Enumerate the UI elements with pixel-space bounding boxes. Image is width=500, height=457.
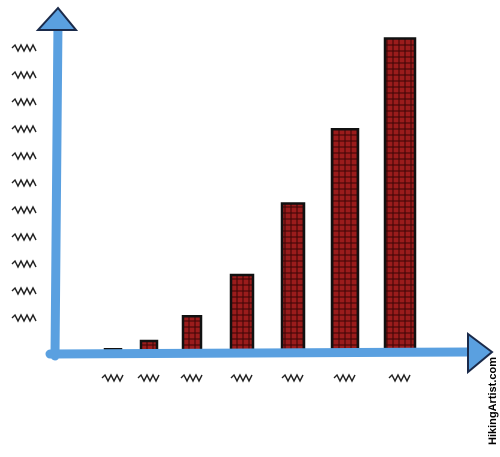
tick-scribble bbox=[11, 124, 37, 134]
x-axis-arrow bbox=[467, 332, 494, 375]
illegible-labels bbox=[11, 43, 411, 383]
tick-scribble bbox=[11, 70, 37, 80]
tick-scribble bbox=[11, 232, 37, 242]
tick-scribble bbox=[11, 43, 37, 53]
tick-scribble bbox=[11, 259, 37, 269]
tick-scribble bbox=[11, 313, 37, 323]
source-credit: HikingArtist.com bbox=[487, 357, 499, 445]
tick-scribble bbox=[11, 97, 37, 107]
tick-scribble bbox=[11, 286, 37, 296]
bar bbox=[181, 315, 203, 354]
tick-scribble bbox=[11, 178, 37, 188]
bar bbox=[229, 273, 255, 354]
y-axis-arrow bbox=[35, 6, 79, 31]
tick-scribble bbox=[11, 205, 37, 215]
y-axis bbox=[50, 17, 63, 361]
category-scribble bbox=[388, 373, 411, 383]
tick-scribble bbox=[11, 151, 37, 161]
bar bbox=[383, 37, 417, 354]
x-axis bbox=[45, 347, 475, 359]
category-scribble bbox=[281, 373, 304, 383]
category-scribble bbox=[101, 373, 124, 383]
bar bbox=[280, 202, 306, 354]
category-scribble bbox=[230, 373, 253, 383]
category-scribble bbox=[137, 373, 160, 383]
category-scribble bbox=[180, 373, 203, 383]
category-scribble bbox=[333, 373, 356, 383]
bar bbox=[330, 128, 360, 354]
